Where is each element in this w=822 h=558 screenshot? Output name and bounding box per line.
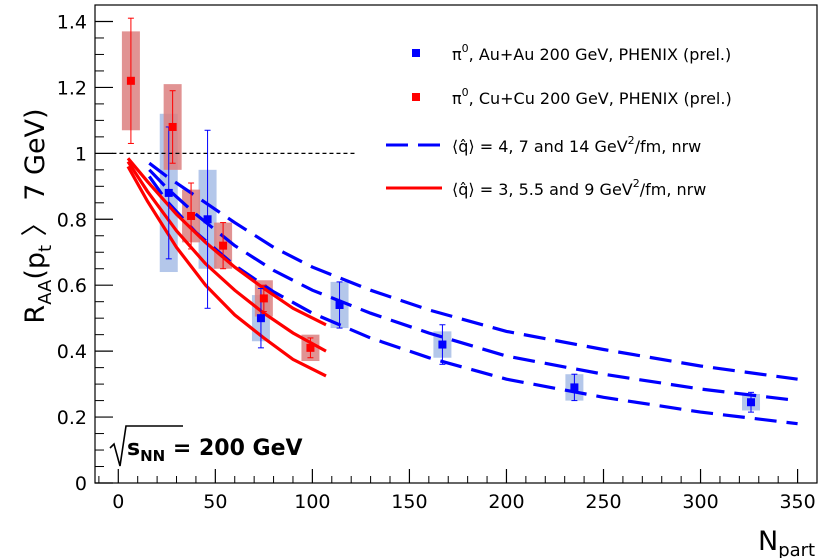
x-tick-label: 350 [779,491,815,513]
x-tick-label: 100 [294,491,330,513]
y-tick-label: 0.2 [57,407,87,429]
x-axis-title: Npart [758,526,815,558]
auau-data-point [570,383,579,392]
red-solid-curve-3 [126,165,327,378]
energy-annotation-text: sNN = 200 GeV [127,436,303,465]
auau-data-point [203,215,212,224]
cucu-data-point [126,76,135,85]
auau-data-point [164,188,173,197]
legend-label-blue-curves: ⟨q̂⟩ = 4, 7 and 14 GeV2/fm, nrw [452,134,701,156]
energy-annotation: sNN = 200 GeV [109,425,303,467]
x-tick-label: 250 [585,491,621,513]
y-axis-title: RAA(pt 〉 7 GeV) [20,108,56,323]
y-tick-label: 0.4 [57,341,87,363]
auau-data-point [256,314,265,323]
cucu-data-point [306,343,315,352]
sqrt-sign [109,425,183,467]
y-tick-label: 0.6 [57,275,87,297]
legend-entry-cucu: π0, Cu+Cu 200 GeV, PHENIX (prel.) [412,86,732,108]
red-solid-curve-1 [126,157,327,327]
legend-marker-cucu [412,93,420,101]
legend: π0, Au+Au 200 GeV, PHENIX (prel.) π0, Cu… [386,42,732,199]
y-tick-label: 1 [75,143,87,165]
plot-frame [94,4,818,484]
legend-label-red-curves: ⟨q̂⟩ = 3, 5.5 and 9 GeV2/fm, nrw [452,177,706,199]
legend-label-auau: π0, Au+Au 200 GeV, PHENIX (prel.) [452,42,731,64]
x-tick-label: 0 [112,491,124,513]
y-tick-label: 0 [75,473,87,495]
legend-label-cucu: π0, Cu+Cu 200 GeV, PHENIX (prel.) [452,86,732,108]
y-tick-label: 1.4 [57,11,87,33]
y-tick-label: 1.2 [57,77,87,99]
cucu-data-point [168,122,177,131]
y-tick-label: 0.8 [57,209,87,231]
legend-entry-red-curves: ⟨q̂⟩ = 3, 5.5 and 9 GeV2/fm, nrw [386,177,706,199]
x-tick-label: 150 [391,491,427,513]
cucu-data-point [259,294,268,303]
cucu-data-point [187,211,196,220]
auau-data-point [747,398,756,407]
auau-data-point [335,300,344,309]
red-solid-curve-2 [126,160,327,353]
legend-marker-auau [412,49,420,57]
auau-data-point [438,340,447,349]
x-tick-label: 50 [203,491,227,513]
legend-entry-auau: π0, Au+Au 200 GeV, PHENIX (prel.) [412,42,731,64]
x-tick-label: 300 [682,491,718,513]
legend-entry-blue-curves: ⟨q̂⟩ = 4, 7 and 14 GeV2/fm, nrw [386,134,701,156]
x-tick-label: 200 [488,491,524,513]
cucu-data-point [219,241,228,250]
